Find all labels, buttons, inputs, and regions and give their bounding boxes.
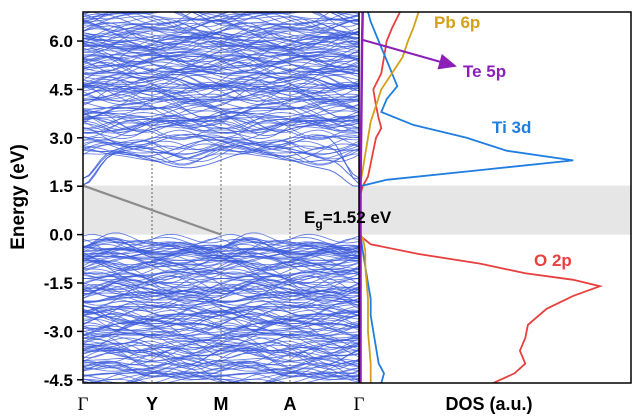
band-line bbox=[83, 263, 359, 280]
band-line bbox=[83, 372, 359, 383]
k-path-label: Γ bbox=[78, 394, 89, 415]
band-gap-annotation: Eg=1.52 eV bbox=[304, 208, 392, 231]
band-line bbox=[83, 360, 359, 377]
y-tick-label: 4.5 bbox=[49, 80, 73, 99]
band-line bbox=[83, 350, 359, 370]
band-line bbox=[83, 305, 359, 326]
label-pb-6p: Pb 6p bbox=[434, 13, 480, 32]
band-line bbox=[83, 21, 359, 39]
y-tick-label: -1.5 bbox=[44, 274, 73, 293]
dos-gap-shading bbox=[359, 185, 631, 235]
band-gap-symbol: E bbox=[304, 208, 315, 227]
band-line bbox=[83, 337, 359, 349]
band-line bbox=[83, 65, 359, 81]
band-line bbox=[83, 322, 359, 333]
band-line bbox=[83, 141, 359, 155]
band-line bbox=[83, 344, 359, 357]
y-tick-label: 6.0 bbox=[49, 32, 73, 51]
k-path-label: A bbox=[284, 394, 297, 414]
dos-curve-te-5p bbox=[359, 12, 364, 383]
dos-curve-ti-3d bbox=[359, 12, 574, 383]
band-gap-subscript: g bbox=[315, 217, 322, 231]
band-line bbox=[83, 282, 359, 303]
band-lines bbox=[83, 12, 359, 383]
band-line bbox=[83, 358, 359, 370]
band-line bbox=[83, 126, 359, 146]
band-line bbox=[83, 120, 359, 133]
band-line bbox=[83, 281, 359, 295]
band-line bbox=[83, 327, 359, 340]
band-line bbox=[83, 319, 359, 342]
y-tick-label: -3.0 bbox=[44, 322, 73, 341]
y-axis-title: Energy (eV) bbox=[8, 144, 29, 250]
band-line bbox=[83, 265, 359, 277]
band-line bbox=[83, 18, 359, 36]
band-line bbox=[83, 64, 359, 76]
y-tick-label: -4.5 bbox=[44, 371, 73, 390]
band-line bbox=[83, 143, 359, 161]
band-line bbox=[83, 69, 359, 89]
k-path-label: Γ bbox=[354, 394, 365, 415]
band-line bbox=[83, 87, 359, 102]
band-line bbox=[83, 309, 359, 328]
band-line bbox=[83, 260, 359, 281]
band-line bbox=[83, 54, 359, 73]
band-line bbox=[83, 41, 359, 58]
band-line bbox=[83, 81, 359, 102]
band-line bbox=[83, 365, 359, 378]
band-line bbox=[83, 283, 359, 297]
y-tick-label: 0.0 bbox=[49, 226, 73, 245]
band-line bbox=[83, 372, 359, 383]
band-gap-value: =1.52 eV bbox=[323, 208, 392, 227]
dos-curve-pb-6p bbox=[359, 12, 420, 383]
band-line bbox=[83, 304, 359, 318]
band-line bbox=[83, 21, 359, 42]
label-o-2p: O 2p bbox=[534, 251, 572, 270]
band-line bbox=[83, 144, 359, 162]
indirect-gap-line bbox=[82, 184, 222, 236]
high-symmetry-lines bbox=[151, 12, 291, 383]
band-line bbox=[83, 261, 359, 282]
dos-curves bbox=[359, 12, 604, 383]
band-line bbox=[83, 281, 359, 293]
band-line bbox=[83, 94, 359, 110]
band-line bbox=[83, 48, 359, 62]
band-line bbox=[83, 271, 359, 284]
dos-axis-title: DOS (a.u.) bbox=[445, 394, 532, 414]
k-path-label: M bbox=[214, 394, 229, 414]
label-ti-3d: Ti 3d bbox=[492, 118, 531, 137]
band-line bbox=[83, 334, 359, 349]
band-line bbox=[83, 296, 359, 309]
band-line bbox=[83, 55, 359, 68]
y-tick-label: 3.0 bbox=[49, 129, 73, 148]
band-line bbox=[83, 32, 359, 51]
band-line bbox=[83, 369, 359, 381]
band-line bbox=[83, 84, 359, 99]
y-axis-ticks: 6.0 4.5 3.0 1.5 0.0 -1.5 -3.0 -4.5 bbox=[44, 32, 83, 390]
band-line bbox=[83, 145, 359, 180]
band-line bbox=[83, 240, 359, 258]
y-tick-label: 1.5 bbox=[49, 177, 73, 196]
k-path-label: Y bbox=[146, 394, 158, 414]
band-line bbox=[83, 107, 359, 127]
label-te-5p: Te 5p bbox=[463, 62, 506, 81]
plot-frame bbox=[82, 11, 632, 384]
band-line bbox=[83, 61, 359, 78]
te-5p-arrow bbox=[362, 39, 457, 70]
band-line bbox=[83, 33, 359, 51]
